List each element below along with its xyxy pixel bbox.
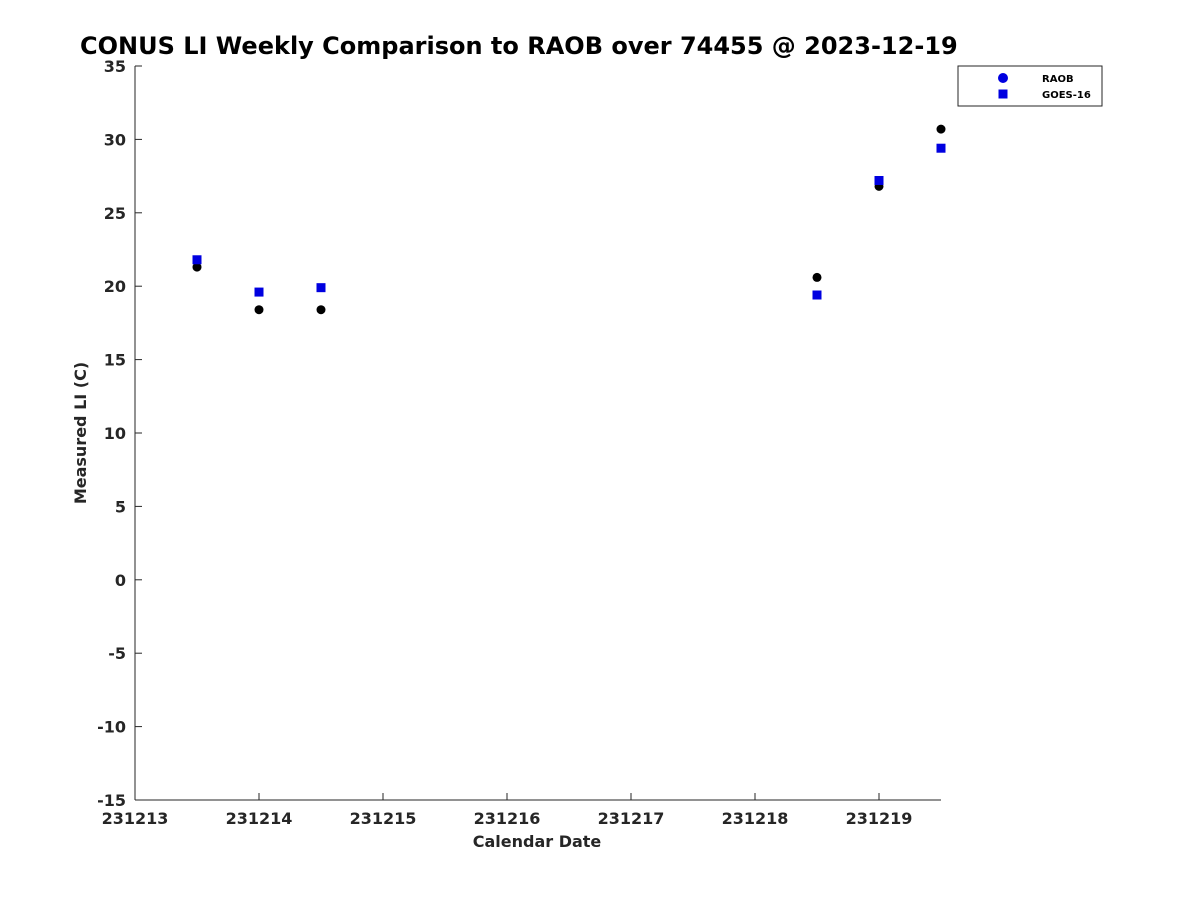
raob-point	[254, 305, 264, 315]
raob-point	[316, 305, 326, 315]
y-tick-label: -10	[97, 718, 126, 737]
x-tick-label: 231217	[598, 809, 665, 828]
x-tick-label: 231213	[102, 809, 169, 828]
goes16-point	[316, 283, 326, 293]
legend-raob-label: RAOB	[1042, 74, 1074, 85]
goes16-point	[874, 176, 884, 186]
y-tick-label: 35	[104, 57, 126, 76]
legend-goes16-label: GOES-16	[1042, 90, 1091, 101]
plot-area	[134, 66, 941, 801]
x-tick-label: 231216	[474, 809, 541, 828]
goes16-point	[812, 290, 822, 300]
data-points	[192, 124, 946, 315]
x-tick-label: 231214	[226, 809, 293, 828]
y-tick-label: 25	[104, 204, 126, 223]
x-axis-ticks: 231213 231214 231215 231216 231217 231218 2312…	[102, 793, 913, 828]
x-axis-label: Calendar Date	[473, 832, 602, 851]
raob-point	[192, 262, 202, 272]
y-tick-label: -15	[97, 791, 126, 810]
x-tick-label: 231215	[350, 809, 417, 828]
y-tick-label: 5	[115, 497, 126, 516]
raob-point	[812, 272, 822, 282]
chart-title: CONUS LI Weekly Comparison to RAOB over …	[80, 32, 958, 60]
legend: RAOB GOES-16	[957, 65, 1103, 107]
legend-goes16-marker	[998, 89, 1008, 99]
y-axis-ticks: -15 -10 -5 0 5 10 15 20 25 30 35	[97, 57, 142, 810]
x-tick-label: 231218	[722, 809, 789, 828]
raob-point	[936, 124, 946, 134]
y-tick-label: 0	[115, 571, 126, 590]
x-tick-label: 231219	[846, 809, 913, 828]
y-tick-label: 30	[104, 130, 126, 149]
goes16-point	[936, 143, 946, 153]
goes16-point	[254, 287, 264, 297]
goes16-point	[192, 255, 202, 265]
legend-box	[957, 65, 1103, 107]
y-tick-label: 15	[104, 351, 126, 370]
legend-raob-marker	[998, 73, 1008, 83]
y-tick-label: 20	[104, 277, 126, 296]
y-tick-label: -5	[108, 644, 126, 663]
y-axis-label: Measured LI (C)	[71, 362, 90, 504]
y-tick-label: 10	[104, 424, 126, 443]
